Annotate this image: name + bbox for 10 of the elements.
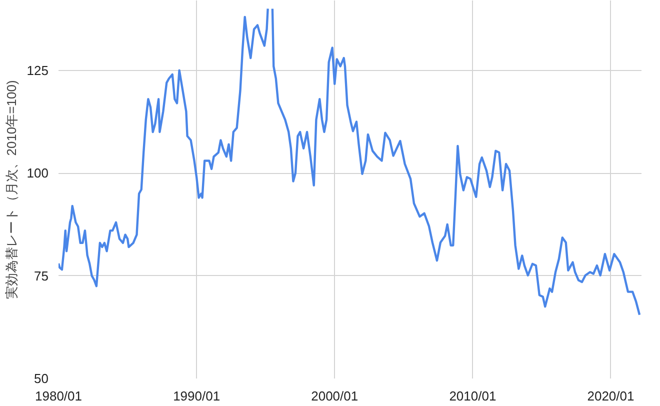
y-tick-label: 50 bbox=[34, 371, 49, 386]
x-tick-label: 1980/01 bbox=[35, 388, 82, 404]
y-tick-label: 75 bbox=[34, 268, 49, 284]
y-tick-label: 100 bbox=[26, 166, 49, 181]
x-tick-label: 2010/01 bbox=[449, 388, 496, 404]
y-tick-label: 125 bbox=[26, 62, 49, 78]
y-axis-title: 実効為替レート（月次、2010年=100) bbox=[4, 80, 19, 299]
x-tick-label: 2020/01 bbox=[587, 388, 634, 404]
x-tick-label: 1990/01 bbox=[173, 388, 220, 404]
x-tick-label: 2000/01 bbox=[311, 388, 358, 404]
